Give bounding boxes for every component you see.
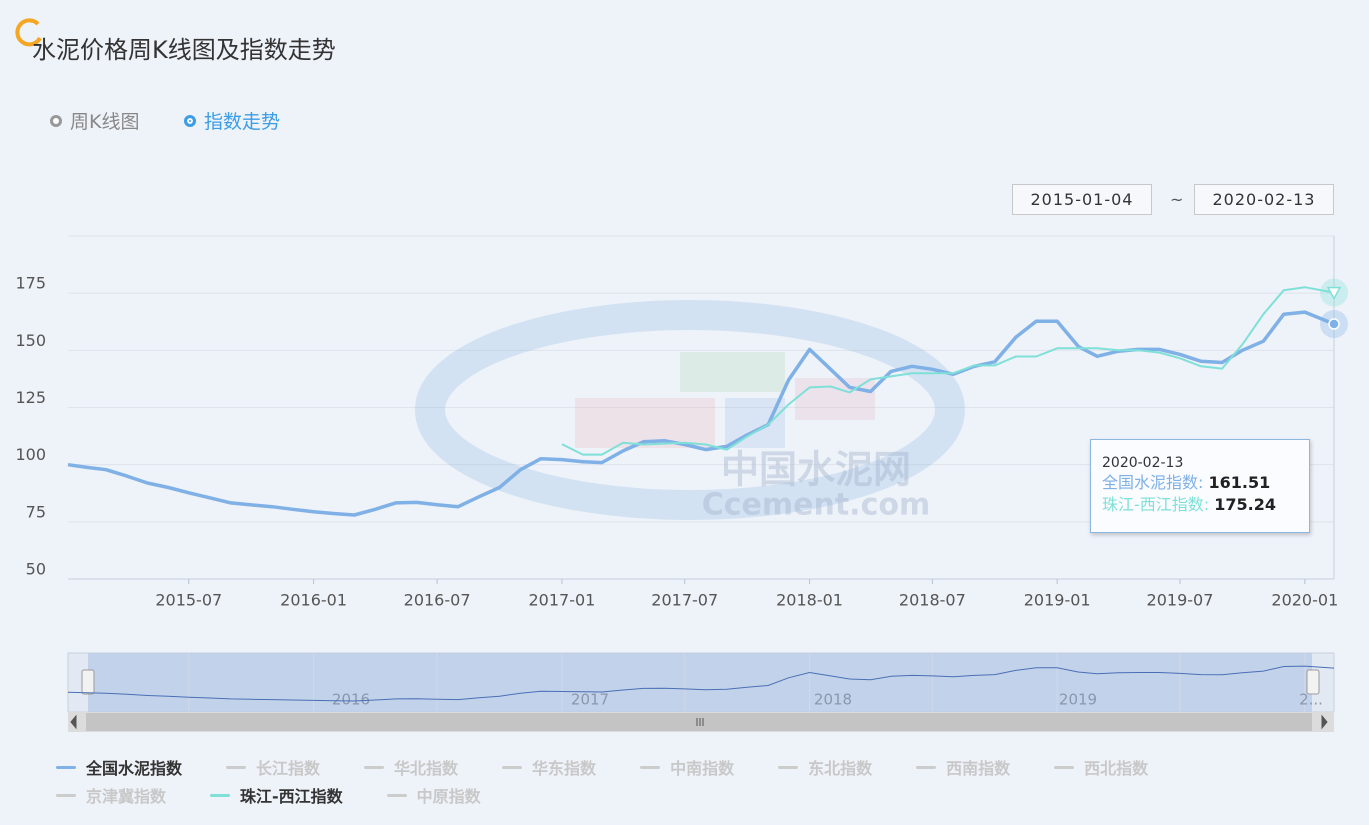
legend-item[interactable]: 华北指数 xyxy=(364,756,458,778)
legend-item[interactable]: 中原指数 xyxy=(386,784,481,806)
legend-item[interactable]: 全国水泥指数 xyxy=(56,756,182,778)
legend-label[interactable]: 华东指数 xyxy=(532,759,597,778)
zoom-label: 2... xyxy=(1299,691,1323,709)
y-tick-label: 150 xyxy=(15,331,46,350)
legend-item[interactable]: 长江指数 xyxy=(226,756,320,778)
series-line xyxy=(67,310,1335,517)
tooltip-series-name: 珠江-西江指数 xyxy=(1102,495,1214,514)
zoom-handle[interactable] xyxy=(1306,669,1320,695)
legend-label[interactable]: 东北指数 xyxy=(808,759,873,778)
y-tick-label: 125 xyxy=(15,388,46,407)
legend-item[interactable]: 西南指数 xyxy=(916,756,1010,778)
legend-swatch xyxy=(56,765,76,769)
watermark-text: 中国水泥网 xyxy=(721,448,911,492)
legend-label[interactable]: 长江指数 xyxy=(256,759,321,778)
legend-swatch xyxy=(226,765,247,769)
watermark-logo xyxy=(415,300,965,520)
radio-dot[interactable] xyxy=(50,114,62,127)
x-tick-label: 2018-01 xyxy=(776,591,843,610)
radio-dot[interactable] xyxy=(184,114,196,127)
legend-swatch xyxy=(364,765,385,769)
radio-kline[interactable]: 周K线图 xyxy=(50,107,139,134)
legend-swatch xyxy=(386,793,407,797)
page-title: 水泥价格周K线图及指数走势 xyxy=(32,36,336,64)
x-tick-label: 2020-01 xyxy=(1271,591,1338,610)
radio-index[interactable]: 指数走势 xyxy=(184,107,280,134)
x-tick-label: 2019-07 xyxy=(1147,591,1214,610)
zoom-label: 2018 xyxy=(814,691,852,709)
zoom-label: 2017 xyxy=(571,691,609,709)
legend-swatch xyxy=(778,765,799,769)
range-separator: ~ xyxy=(1170,190,1184,209)
tooltip-value: 161.51 xyxy=(1208,473,1271,492)
radio-label[interactable]: 指数走势 xyxy=(204,111,281,133)
watermark-text: Ccement.com xyxy=(702,488,931,523)
zoom-handle[interactable] xyxy=(81,669,95,695)
x-tick-label: 2017-07 xyxy=(651,591,718,610)
end-marker xyxy=(1328,318,1340,330)
legend-label[interactable]: 珠江-西江指数 xyxy=(240,787,343,806)
legend-label[interactable]: 西北指数 xyxy=(1084,759,1149,778)
legend-swatch xyxy=(640,765,661,769)
legend-item[interactable]: 珠江-西江指数 xyxy=(210,784,343,806)
radio-label[interactable]: 周K线图 xyxy=(70,111,140,133)
legend-swatch xyxy=(916,765,937,769)
legend-label[interactable]: 中原指数 xyxy=(416,787,481,806)
x-tick-label: 2018-07 xyxy=(899,591,966,610)
legend-item[interactable]: 京津冀指数 xyxy=(56,784,166,806)
tooltip-row: 珠江-西江指数175.24 xyxy=(1102,494,1298,516)
legend-label[interactable]: 全国水泥指数 xyxy=(86,759,183,778)
zoom-selection[interactable] xyxy=(88,653,1312,712)
end-date-input[interactable]: 2020-02-13 xyxy=(1194,184,1334,215)
legend-label[interactable]: 华北指数 xyxy=(394,759,459,778)
legend-swatch xyxy=(1054,765,1075,769)
legend-swatch xyxy=(502,765,523,769)
legend-label[interactable]: 中南指数 xyxy=(670,759,735,778)
y-tick-label: 175 xyxy=(15,274,46,293)
y-tick-label: 75 xyxy=(26,502,46,521)
x-tick-label: 2016-01 xyxy=(280,591,347,610)
x-tick-label: 2017-01 xyxy=(528,591,595,610)
tooltip: 2020-02-13 全国水泥指数161.51 珠江-西江指数175.24 xyxy=(1090,439,1310,533)
end-marker xyxy=(1326,286,1342,301)
legend-item[interactable]: 东北指数 xyxy=(778,756,872,778)
tooltip-date: 2020-02-13 xyxy=(1102,455,1184,471)
legend-swatch xyxy=(210,793,231,797)
legend-item[interactable]: 西北指数 xyxy=(1054,756,1148,778)
y-tick-label: 50 xyxy=(26,560,46,579)
x-tick-label: 2016-07 xyxy=(404,591,471,610)
scroll-arrows xyxy=(70,714,1328,730)
zoom-label: 2016 xyxy=(332,691,370,709)
tooltip-value: 175.24 xyxy=(1214,495,1277,514)
legend-item[interactable]: 华东指数 xyxy=(502,756,596,778)
scrollbar-thumb[interactable] xyxy=(86,713,1312,731)
legend-swatch xyxy=(56,793,76,797)
series-line xyxy=(561,286,1335,456)
zoom-label: 2019 xyxy=(1059,691,1097,709)
x-tick-label: 2015-07 xyxy=(155,591,222,610)
start-date-input[interactable]: 2015-01-04 xyxy=(1012,184,1152,215)
y-tick-label: 100 xyxy=(15,445,46,464)
x-tick-label: 2019-01 xyxy=(1024,591,1091,610)
legend-label[interactable]: 西南指数 xyxy=(946,759,1011,778)
zoom-line xyxy=(67,665,1335,702)
tooltip-row: 全国水泥指数161.51 xyxy=(1102,472,1298,494)
tooltip-series-name: 全国水泥指数 xyxy=(1102,473,1209,492)
legend-item[interactable]: 中南指数 xyxy=(640,756,734,778)
legend: 全国水泥指数 长江指数 华北指数 华东指数 中南指数 东北指数 西南指数 西北指数京津冀指数 珠… xyxy=(56,756,1346,806)
chart: 中国水泥网 Ccement.com 50 75 100 125 150 175 2015-0… xyxy=(15,235,1348,732)
legend-label[interactable]: 京津冀指数 xyxy=(86,787,167,806)
logo-icon xyxy=(15,18,42,47)
